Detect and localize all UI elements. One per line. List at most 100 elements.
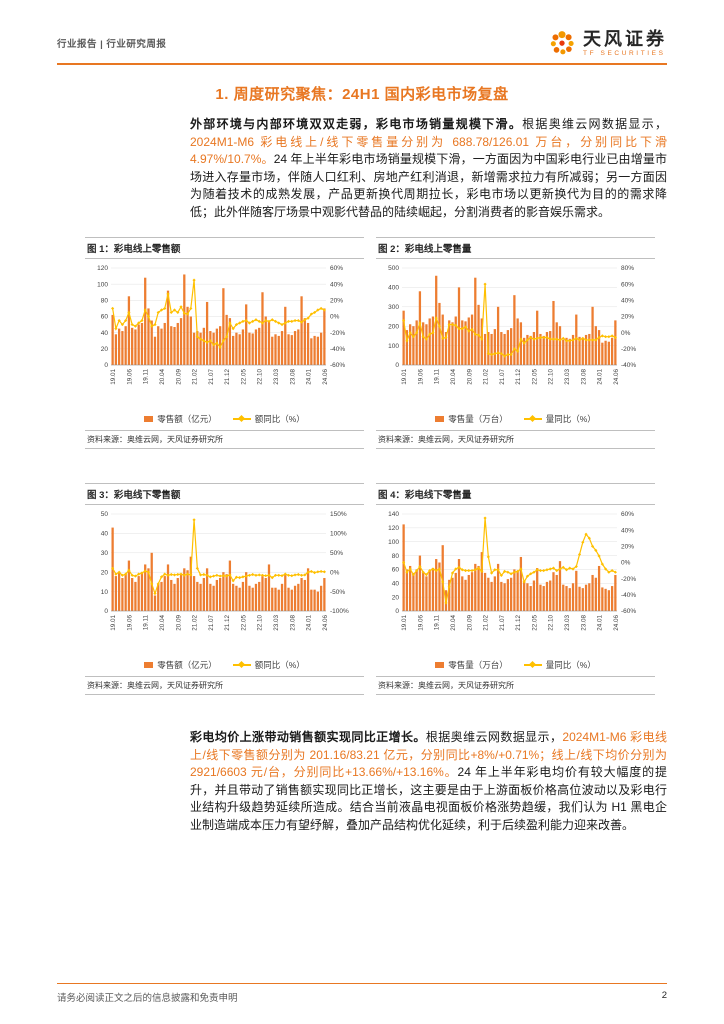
svg-text:40%: 40% (330, 281, 343, 288)
chart-title: 图 1：彩电线上零售额 (85, 238, 364, 259)
paragraph-segment: 彩电均价上涨带动销售额实现同比正增长。 (190, 730, 426, 744)
svg-text:22.10: 22.10 (257, 369, 264, 385)
line-swatch-icon (523, 414, 542, 423)
brand-name: 天风证券 (583, 28, 667, 49)
svg-text:50: 50 (101, 511, 109, 518)
svg-text:500: 500 (388, 265, 399, 272)
chart-source: 资料来源：奥维云网，天风证券研究所 (376, 676, 655, 694)
svg-text:60%: 60% (621, 281, 634, 288)
legend-line-item: 量同比（%） (523, 659, 596, 671)
svg-text:21.12: 21.12 (515, 369, 522, 385)
paragraph-segment: 根据奥维云网数据显示， (425, 730, 563, 744)
svg-text:80: 80 (101, 298, 109, 305)
svg-text:23.03: 23.03 (273, 615, 280, 631)
svg-text:20.09: 20.09 (175, 369, 182, 385)
chart-canvas: 0 100 200 300 400 500 -40% -20% 0% 20% 40% 60% 80% 19… (388, 265, 636, 385)
legend-line-item: 量同比（%） (523, 413, 596, 425)
svg-text:24.01: 24.01 (306, 615, 313, 631)
svg-text:20.09: 20.09 (466, 615, 473, 631)
chart-block-4: 图 4：彩电线下零售量 0 20 40 60 80 100 120 140 -60% -40% -2… (376, 483, 655, 695)
bar-swatch-icon (435, 416, 445, 422)
svg-text:20.04: 20.04 (159, 615, 166, 631)
svg-text:100%: 100% (330, 531, 347, 538)
chart-title: 图 4：彩电线下零售量 (376, 484, 655, 505)
svg-text:21.07: 21.07 (499, 369, 506, 385)
line-swatch-icon (523, 660, 542, 669)
svg-text:-40%: -40% (330, 346, 345, 353)
svg-text:19.06: 19.06 (126, 369, 133, 385)
page-header: 行业报告 | 行业研究周报 天风证券 TF SECURITIES (57, 26, 667, 60)
legend-bar-item: 零售额（亿元） (144, 413, 217, 425)
svg-text:0: 0 (395, 362, 399, 369)
legend-line-item: 额同比（%） (232, 413, 305, 425)
paragraph-segment: 2024M1-M6 彩电线上/线下零售量分别为 688.78/126.01 万台… (190, 134, 667, 167)
bar-swatch-icon (144, 662, 154, 668)
svg-text:23.03: 23.03 (273, 369, 280, 385)
svg-text:50%: 50% (330, 550, 343, 557)
chart-plot: 0 10 20 30 40 50 -100% -50% 0% 50% 100% 150% 19.01 19… (85, 505, 364, 659)
svg-text:21.07: 21.07 (208, 615, 215, 631)
svg-text:22.05: 22.05 (531, 369, 538, 385)
svg-text:0%: 0% (621, 330, 631, 337)
report-type-label: 行业报告 | 行业研究周报 (57, 39, 167, 50)
svg-text:19.06: 19.06 (417, 369, 424, 385)
svg-text:-20%: -20% (330, 330, 345, 337)
svg-text:19.01: 19.01 (110, 369, 117, 385)
svg-text:19.01: 19.01 (401, 369, 408, 385)
chart-legend: 零售量（万台） 量同比（%） (376, 413, 655, 430)
svg-text:24.06: 24.06 (322, 369, 329, 385)
svg-text:24.06: 24.06 (613, 369, 620, 385)
svg-text:21.12: 21.12 (515, 615, 522, 631)
svg-text:21.12: 21.12 (224, 369, 231, 385)
section-title: 1. 周度研究聚焦：24H1 国内彩电市场复盘 (215, 86, 509, 103)
svg-text:19.11: 19.11 (143, 615, 150, 631)
svg-text:40: 40 (101, 330, 109, 337)
legend-line-label: 额同比（%） (254, 660, 305, 670)
bar-swatch-icon (435, 662, 445, 668)
chart-canvas: 0 10 20 30 40 50 -100% -50% 0% 50% 100% 150% 19.01 19… (101, 511, 349, 631)
svg-text:21.02: 21.02 (192, 615, 199, 631)
svg-text:22.05: 22.05 (531, 615, 538, 631)
footer-divider (57, 983, 667, 984)
svg-text:23.08: 23.08 (580, 369, 587, 385)
chart-plot: 0 20 40 60 80 100 120 140 -60% -40% -20% 0% 20% 40% 60… (376, 505, 655, 659)
svg-text:22.10: 22.10 (548, 615, 555, 631)
legend-bar-label: 零售量（万台） (448, 414, 508, 424)
svg-text:20: 20 (101, 346, 109, 353)
svg-text:22.10: 22.10 (257, 615, 264, 631)
svg-text:21.12: 21.12 (224, 615, 231, 631)
svg-text:0: 0 (104, 608, 108, 615)
svg-text:21.02: 21.02 (192, 369, 199, 385)
bar-swatch-icon (144, 416, 154, 422)
svg-text:20%: 20% (621, 544, 634, 551)
svg-text:20: 20 (101, 569, 109, 576)
chart-legend: 零售量（万台） 量同比（%） (376, 659, 655, 676)
line-swatch-icon (232, 414, 251, 423)
chart-block-1: 图 1：彩电线上零售额 0 20 40 60 80 100 120 -60% -40% -20% 0… (85, 237, 364, 449)
svg-text:150%: 150% (330, 511, 347, 518)
svg-text:24.06: 24.06 (322, 615, 329, 631)
svg-text:23.08: 23.08 (289, 369, 296, 385)
svg-text:20%: 20% (330, 298, 343, 305)
svg-text:60: 60 (392, 567, 400, 574)
charts-grid: 图 1：彩电线上零售额 0 20 40 60 80 100 120 -60% -40% -20% 0… (85, 237, 655, 695)
svg-text:100: 100 (388, 343, 399, 350)
svg-text:120: 120 (97, 265, 108, 272)
svg-text:22.05: 22.05 (240, 615, 247, 631)
svg-text:21.02: 21.02 (483, 369, 490, 385)
legend-line-label: 额同比（%） (254, 414, 305, 424)
legend-bar-item: 零售额（亿元） (144, 659, 217, 671)
svg-text:0%: 0% (330, 314, 340, 321)
svg-text:0: 0 (104, 362, 108, 369)
svg-text:21.07: 21.07 (208, 369, 215, 385)
brand-subtitle: TF SECURITIES (583, 49, 666, 57)
svg-text:19.11: 19.11 (143, 369, 150, 385)
svg-text:23.03: 23.03 (564, 369, 571, 385)
svg-text:19.06: 19.06 (126, 615, 133, 631)
svg-text:0%: 0% (330, 569, 340, 576)
svg-text:19.01: 19.01 (110, 615, 117, 631)
svg-text:10: 10 (101, 589, 109, 596)
svg-text:21.02: 21.02 (483, 615, 490, 631)
svg-text:400: 400 (388, 285, 399, 292)
